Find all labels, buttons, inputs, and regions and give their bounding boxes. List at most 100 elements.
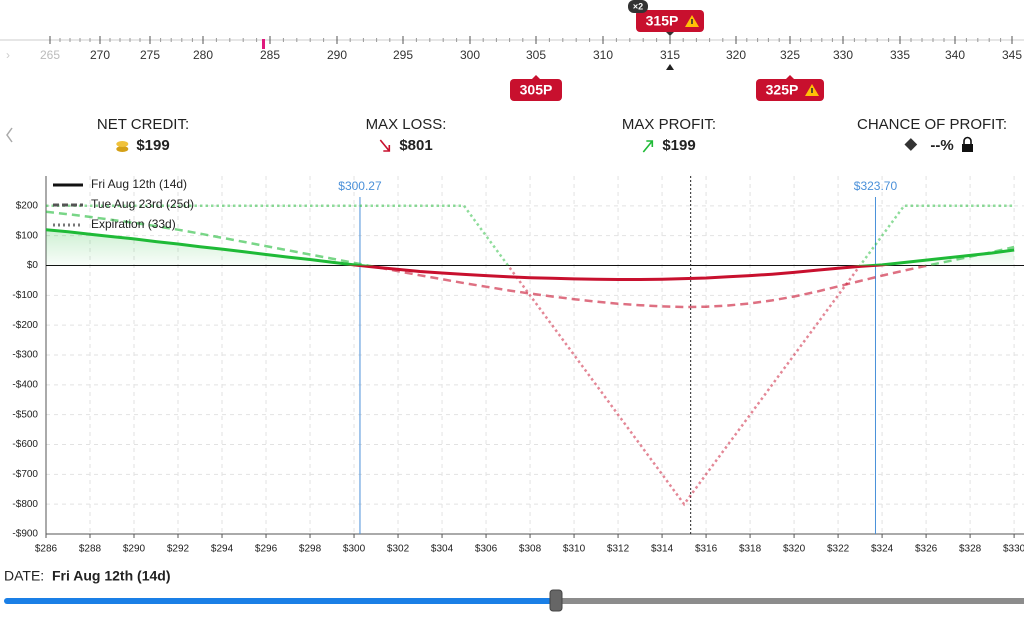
leg-tag-bg	[510, 79, 562, 101]
summary-label: CHANCE OF PROFIT:	[857, 116, 1007, 133]
x-tick-label: $316	[695, 544, 718, 555]
dice-icon	[904, 138, 918, 151]
down-arrow-icon	[379, 139, 391, 152]
ruler-label: 295	[393, 48, 413, 62]
leg-tag[interactable]: 325P	[756, 75, 824, 101]
summary-value: $199	[136, 137, 169, 154]
y-tick-label: $200	[16, 200, 39, 211]
x-tick-label: $322	[827, 544, 850, 555]
date-value: Fri Aug 12th (14d)	[52, 568, 171, 584]
ruler-label: 265	[40, 48, 60, 62]
leg-tag[interactable]: 315P×2	[628, 0, 704, 36]
x-tick-label: $298	[299, 544, 322, 555]
x-tick-label: $326	[915, 544, 938, 555]
lock-shackle	[963, 136, 972, 144]
y-tick-label: $100	[16, 230, 39, 241]
date-label: DATE:	[4, 568, 44, 584]
x-tick-label: $296	[255, 544, 278, 555]
up-arrow-icon	[642, 140, 654, 153]
x-tick-label: $324	[871, 544, 894, 555]
legend: Fri Aug 12th (14d) Tue Aug 23rd (25d) Expi…	[53, 177, 194, 231]
ruler-label: 315	[660, 48, 680, 62]
legend-label: Tue Aug 23rd (25d)	[91, 197, 194, 211]
warning-mark	[811, 88, 813, 93]
x-tick-label: $314	[651, 544, 674, 555]
x-tick-label: $330	[1003, 544, 1024, 555]
y-tick-label: -$500	[12, 409, 38, 420]
y-tick-label: -$800	[12, 499, 38, 510]
series-line	[46, 204, 1015, 507]
ruler-label: 275	[140, 48, 160, 62]
breakeven-label: $300.27	[338, 179, 382, 193]
leg-label: 315P	[646, 13, 679, 29]
y-tick-label: -$100	[12, 290, 38, 301]
ruler-label: 285	[260, 48, 280, 62]
breakeven-label: $323.70	[854, 179, 898, 193]
x-tick-label: $294	[211, 544, 234, 555]
x-tick-label: $302	[387, 544, 410, 555]
ruler-label: 290	[327, 48, 347, 62]
summary-value: $199	[662, 137, 695, 154]
strike-ruler[interactable]: › 265 270 275 280 285 290 295 300 305 310 315 320 32…	[0, 0, 1024, 101]
x-tick-label: $306	[475, 544, 498, 555]
y-tick-label: -$900	[12, 529, 38, 540]
ruler-label: 280	[193, 48, 213, 62]
series-line	[46, 228, 1015, 281]
x-tick-label: $312	[607, 544, 630, 555]
ruler-label: 310	[593, 48, 613, 62]
coin-icon	[116, 146, 129, 152]
y-tick-label: -$600	[12, 439, 38, 450]
slider-fill	[4, 598, 556, 604]
x-tick-label: $318	[739, 544, 762, 555]
y-tick-label: $0	[27, 260, 39, 271]
leg-label: 325P	[766, 82, 799, 98]
y-tick-label: -$300	[12, 350, 38, 361]
y-tick-label: -$400	[12, 379, 38, 390]
x-tick-label: $328	[959, 544, 982, 555]
plot-area	[46, 204, 1015, 507]
chart: $200 $100 $0 -$100 -$200 -$300 -$400 -$500 -$600…	[12, 176, 1024, 555]
slider-thumb[interactable]	[549, 589, 563, 612]
summary-value: $801	[399, 137, 432, 154]
ruler-arrow: ›	[6, 48, 10, 62]
x-tick-label: $308	[519, 544, 542, 555]
slider-track[interactable]	[556, 598, 1024, 604]
ruler-label: 300	[460, 48, 480, 62]
x-tick-label: $292	[167, 544, 190, 555]
ruler-label: 335	[890, 48, 910, 62]
ruler-label: 305	[526, 48, 546, 62]
ruler-label: 270	[90, 48, 110, 62]
legend-label: Expiration (33d)	[91, 217, 176, 231]
x-tick-label: $288	[79, 544, 102, 555]
leg-pointer	[786, 75, 794, 79]
leg-tag[interactable]: 305P	[510, 75, 562, 101]
ruler-label: 345	[1002, 48, 1022, 62]
strike-pointer	[666, 64, 674, 70]
lock-icon	[962, 144, 973, 152]
x-tick-label: $320	[783, 544, 806, 555]
leg-label: 305P	[520, 82, 553, 98]
leg-pointer	[666, 32, 674, 36]
series-line	[46, 210, 1015, 309]
summary-label: MAX LOSS:	[366, 116, 447, 133]
coin-icon	[116, 141, 129, 147]
x-tick-label: $300	[343, 544, 366, 555]
ruler-label: 325	[780, 48, 800, 62]
ruler-label: 330	[833, 48, 853, 62]
summary-value: --%	[930, 137, 953, 154]
prev-button[interactable]	[6, 127, 13, 143]
x-tick-label: $304	[431, 544, 454, 555]
leg-pointer	[532, 75, 540, 79]
legend-label: Fri Aug 12th (14d)	[91, 177, 187, 191]
warning-mark	[691, 19, 693, 24]
y-tick-label: -$200	[12, 320, 38, 331]
price-marker	[262, 39, 265, 49]
ruler-label: 340	[945, 48, 965, 62]
ruler-label: 320	[726, 48, 746, 62]
x-tick-label: $286	[35, 544, 58, 555]
quantity-label: ×2	[633, 1, 643, 11]
quantity-badge	[628, 0, 648, 13]
summary: NET CREDIT: $199 MAX LOSS: $801 MAX PROFIT: $…	[97, 116, 1007, 154]
summary-label: MAX PROFIT:	[622, 116, 716, 133]
